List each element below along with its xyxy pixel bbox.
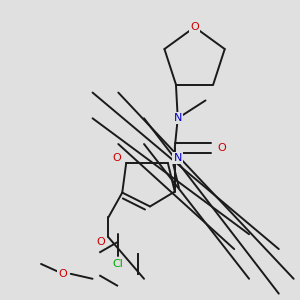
Text: O: O <box>112 153 121 163</box>
Text: O: O <box>96 237 105 247</box>
Text: O: O <box>217 143 226 153</box>
Text: O: O <box>190 22 199 32</box>
Text: N: N <box>174 153 182 163</box>
Text: N: N <box>174 113 182 123</box>
Text: O: O <box>58 269 67 279</box>
Text: Cl: Cl <box>113 259 124 269</box>
